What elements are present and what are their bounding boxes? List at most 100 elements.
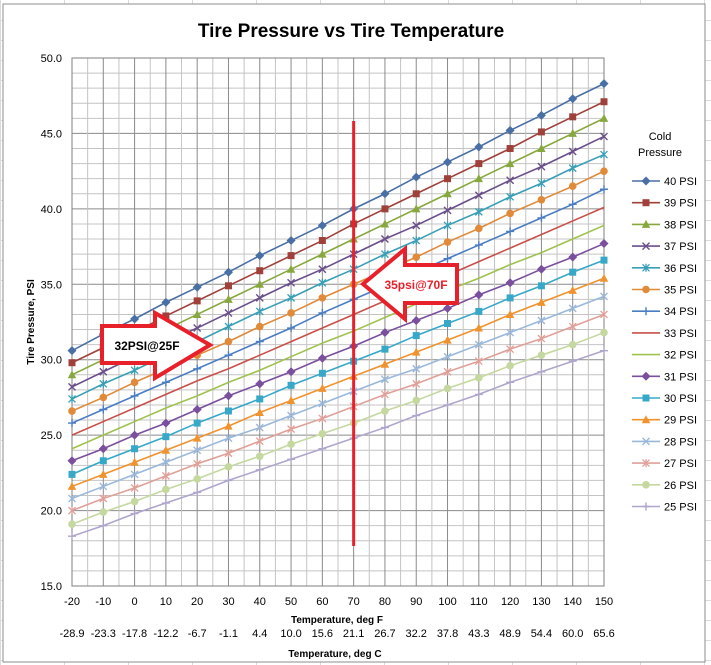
data-point [255, 423, 264, 432]
data-point [537, 179, 546, 188]
data-point [318, 265, 327, 274]
data-point [68, 394, 76, 403]
data-point [223, 391, 233, 401]
legend-item: 40 PSI [632, 176, 697, 188]
data-point [287, 278, 296, 287]
celsius-tick-label: 21.1 [343, 628, 364, 640]
data-point [192, 282, 202, 292]
data-point [443, 238, 452, 246]
data-point [286, 395, 296, 404]
data-point [443, 157, 453, 167]
data-point [224, 476, 233, 485]
data-point [318, 444, 327, 453]
data-point [600, 167, 608, 175]
data-point [380, 189, 390, 199]
data-point [68, 470, 76, 478]
data-point [474, 241, 483, 250]
legend-label: 31 PSI [664, 371, 697, 383]
data-point [287, 293, 296, 302]
legend-title: Cold Pressure [638, 131, 682, 159]
x-tick-label: 0 [132, 596, 138, 608]
data-point [162, 485, 170, 494]
data-point [599, 113, 609, 122]
x-tick-label: 120 [501, 596, 519, 608]
celsius-tick-label: -12.2 [153, 628, 178, 640]
arrow-left-shape [359, 244, 459, 324]
data-point [161, 445, 171, 454]
data-point [224, 421, 233, 430]
data-point [568, 357, 577, 366]
data-point [506, 192, 515, 201]
x-tick-label: 50 [285, 596, 297, 608]
data-point [99, 405, 108, 414]
data-point [475, 374, 483, 382]
data-point [411, 172, 421, 182]
data-point [599, 79, 609, 89]
data-point [67, 456, 77, 466]
data-point [224, 407, 232, 415]
legend-item: 29 PSI [632, 415, 697, 427]
series-31-psi [67, 239, 609, 466]
data-point [641, 219, 651, 228]
x-tick-label: 110 [470, 596, 488, 608]
x-tick-label: 10 [160, 596, 172, 608]
data-point [412, 396, 421, 405]
celsius-tick-label: 54.4 [531, 628, 552, 640]
data-point [255, 251, 265, 261]
data-point [412, 347, 421, 356]
data-point [161, 471, 170, 480]
series-line [71, 295, 605, 500]
data-point [642, 263, 650, 272]
data-point [67, 370, 77, 379]
series-line [71, 259, 605, 476]
data-point [642, 481, 650, 489]
data-point [161, 418, 171, 428]
data-point [256, 267, 264, 275]
data-point [412, 253, 421, 261]
data-point [506, 145, 514, 153]
data-point [568, 304, 577, 313]
data-point [506, 176, 515, 185]
data-point [130, 483, 139, 492]
data-point [256, 395, 264, 403]
data-point [287, 324, 296, 333]
data-point [537, 367, 546, 376]
data-point [255, 337, 264, 346]
data-point [537, 162, 546, 171]
data-point [600, 256, 608, 264]
legend: Cold Pressure 40 PSI 39 PSI 38 PSI 37 PSI 36 P… [632, 131, 697, 514]
series-line [71, 242, 605, 462]
data-point [287, 455, 296, 464]
data-point [381, 345, 389, 353]
data-point [193, 297, 201, 305]
legend-item: 26 PSI [632, 480, 697, 492]
data-point [318, 278, 327, 287]
data-point [475, 160, 483, 168]
data-point [443, 367, 452, 376]
data-point [318, 308, 327, 317]
y-tick-label: 40.0 [41, 204, 62, 216]
series-line [71, 349, 605, 537]
x-tick-label: 130 [532, 596, 550, 608]
data-point [641, 371, 651, 381]
data-point [411, 315, 421, 325]
x-tick-label: 60 [316, 596, 328, 608]
data-point [317, 220, 327, 230]
data-point [381, 407, 389, 415]
arrow-right-shape [100, 309, 214, 382]
celsius-tick-label: 4.4 [252, 628, 267, 640]
legend-label: 29 PSI [664, 415, 697, 427]
data-point [474, 191, 483, 200]
data-point [255, 293, 264, 302]
data-point [318, 383, 327, 392]
data-point [318, 369, 326, 377]
data-point [505, 278, 515, 288]
celsius-tick-label: -1.1 [219, 628, 238, 640]
x-axis-title: Temperature, deg F [291, 615, 383, 626]
data-point [506, 209, 514, 218]
legend-title-line: Pressure [638, 147, 682, 159]
data-point [380, 250, 389, 259]
secondary-x-axis-title: Temperature, deg C [288, 649, 381, 660]
data-point [474, 142, 484, 152]
legend-label: 27 PSI [664, 458, 697, 470]
